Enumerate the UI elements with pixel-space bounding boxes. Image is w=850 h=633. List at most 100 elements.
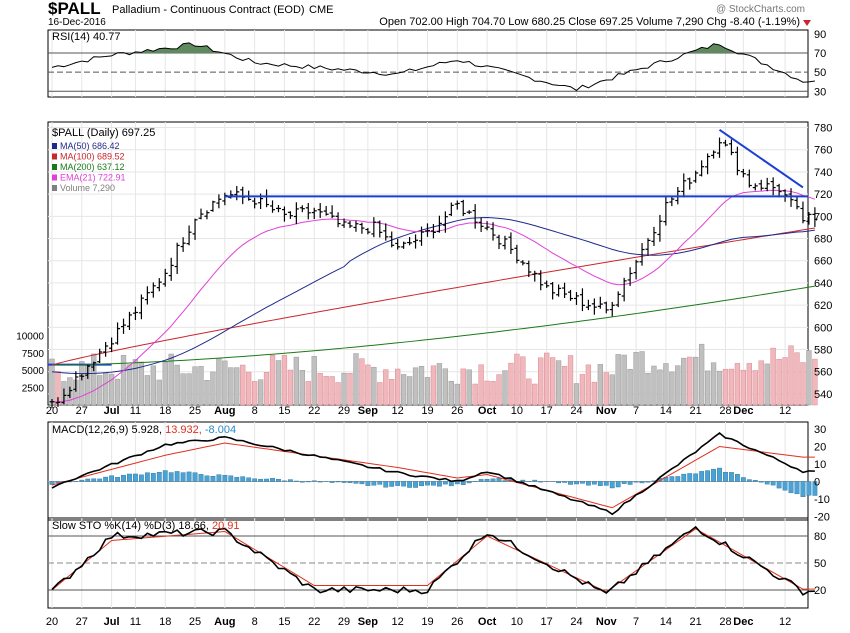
rsi-line [51, 42, 815, 92]
macd-histogram-bar [681, 473, 687, 482]
volume-bar [812, 358, 818, 406]
price-bar [264, 189, 270, 208]
macd-histogram-bar [675, 476, 681, 482]
ma100-line [51, 227, 815, 366]
macd-histogram-bar [222, 475, 228, 482]
volume-bar [228, 367, 234, 406]
x-tick-label: 15 [278, 616, 290, 628]
price-bar [347, 220, 353, 229]
macd-panel: MACD(12,26,9) 5.928, 13.932, -8.004 [47, 421, 818, 521]
volume-bar [400, 374, 407, 406]
x-tick-label: 25 [189, 616, 201, 628]
price-axis-tick: 540 [814, 389, 832, 401]
downtrend-line [718, 128, 804, 189]
macd-histogram-bar [180, 472, 186, 482]
price-bar [717, 137, 723, 158]
volume-bar [281, 354, 288, 406]
macd-histogram-bar [383, 481, 389, 488]
macd-histogram-bar [442, 481, 448, 485]
macd-histogram-bar [752, 480, 758, 482]
price-bar [496, 234, 502, 250]
volume-bar [198, 366, 204, 406]
volume-bar [514, 353, 520, 406]
macd-axis-tick: -10 [814, 494, 830, 506]
price-bar [812, 207, 818, 227]
price-bar [436, 215, 442, 233]
price-bar [341, 218, 347, 228]
macd-label-main: MACD(12,26,9) 5.928, [52, 424, 165, 436]
legend-swatch [52, 174, 57, 181]
price-bar [293, 202, 299, 225]
volume-bar [114, 378, 121, 406]
price-axis-tick: 620 [814, 300, 832, 312]
volume-bar [406, 376, 413, 406]
macd-histogram-bar [735, 474, 740, 482]
macd-histogram-bar [258, 478, 263, 482]
ma200-line [51, 285, 815, 366]
rsi-axis-tick: 30 [814, 86, 826, 98]
macd-histogram-bar [240, 476, 246, 482]
macd-histogram-bar [705, 470, 711, 482]
rsi-frame [47, 29, 809, 98]
volume-bar [49, 358, 55, 406]
volume-bar [353, 353, 359, 406]
price-bar [335, 212, 341, 228]
x-tick-label: 8 [252, 616, 258, 628]
x-tick-label: Oct [478, 405, 497, 417]
x-tick-label: 18 [159, 405, 171, 417]
price-bar [728, 139, 734, 156]
macd-histogram-bar [389, 481, 395, 487]
volume-bar [758, 360, 764, 406]
volume-bar [651, 365, 657, 406]
volume-bar [520, 356, 526, 406]
x-tick-label: 10 [511, 405, 523, 417]
price-bar [645, 238, 651, 256]
x-tick-label: 27 [76, 405, 88, 417]
volume-bar [263, 372, 270, 406]
legend-entry: Volume 7,290 [60, 183, 115, 193]
x-tick-label: 12 [392, 616, 404, 628]
macd-histogram-bar [168, 472, 174, 482]
exchange-label: CME [309, 4, 333, 16]
volume-bar [567, 355, 574, 406]
macd-histogram-bar [603, 481, 609, 486]
macd-histogram-bar [210, 476, 216, 482]
volume-bar [484, 380, 490, 406]
macd-histogram-bar [156, 472, 162, 482]
x-tick-label: 21 [690, 405, 702, 417]
rsi-axis-tick: 50 [814, 67, 826, 79]
macd-histogram-bar [609, 481, 615, 489]
price-bar [180, 237, 186, 252]
price-bar [508, 232, 514, 255]
macd-histogram-bar [347, 481, 353, 484]
macd-histogram-bar [740, 477, 746, 482]
price-bar [407, 237, 413, 246]
volume-axis-tick: 10000 [16, 331, 44, 342]
volume-bar [645, 373, 651, 406]
volume-bar [776, 359, 782, 406]
price-bar [329, 205, 335, 219]
volume-bar [269, 355, 276, 406]
macd-signal-line [51, 442, 815, 509]
macd-histogram-bar [490, 478, 496, 482]
price-bar [132, 306, 138, 321]
price-bar [806, 212, 812, 225]
volume-bar [180, 373, 186, 406]
price-bar [55, 397, 61, 407]
price-bar [651, 226, 657, 247]
x-tick-label: 27 [76, 616, 88, 628]
price-bar [79, 374, 85, 381]
macd-histogram-bar [55, 481, 61, 484]
volume-bar [460, 368, 466, 406]
price-bar [573, 292, 579, 305]
price-bar [103, 341, 109, 357]
price-bar [126, 311, 132, 330]
volume-bar [323, 376, 329, 406]
macd-histogram-bar [144, 472, 150, 482]
price-bar [722, 139, 728, 147]
legend-swatch [52, 185, 57, 191]
volume-bar [204, 380, 210, 406]
rsi-overbought-fill [52, 42, 815, 53]
macd-histogram-bar [138, 474, 144, 482]
volume-bar [800, 362, 806, 406]
